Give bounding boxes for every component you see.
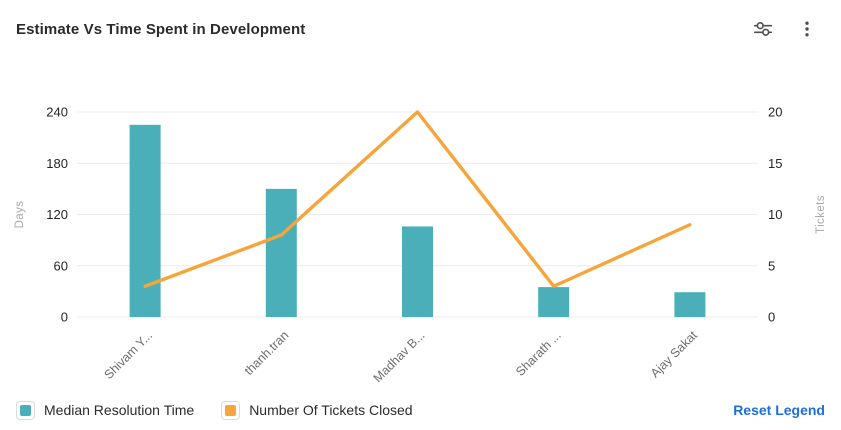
left-axis-tick-label: 0 — [61, 310, 68, 325]
right-axis-tick-label: 15 — [768, 156, 782, 171]
kebab-menu-button[interactable] — [795, 17, 819, 41]
x-axis-label-2: Madhav B... — [371, 328, 428, 385]
right-axis-tick-label: 20 — [768, 105, 782, 120]
tickets-closed-line[interactable] — [143, 110, 692, 288]
chart-title: Estimate Vs Time Spent in Development — [16, 20, 306, 38]
legend-marker-box — [16, 400, 35, 420]
bar-sharath[interactable] — [538, 287, 570, 317]
right-axis-title: Tickets — [815, 195, 827, 234]
filter-sliders-button[interactable] — [751, 17, 775, 41]
bar-series-swatch — [20, 404, 31, 416]
left-axis-tick-label: 240 — [46, 105, 68, 120]
x-axis-label-1: thanh.tran — [242, 328, 292, 378]
bar-madhav-b[interactable] — [402, 226, 433, 317]
left-axis-tick-label: 60 — [54, 258, 68, 273]
kebab-menu-icon — [805, 21, 809, 37]
bar-thanh-tran[interactable] — [265, 188, 297, 317]
x-axis-label-3: Sharath ... — [513, 328, 564, 379]
card-header: Estimate Vs Time Spent in Development — [0, 0, 841, 58]
sliders-icon — [753, 22, 773, 36]
legend-item-number-of-tickets-closed[interactable]: Number Of Tickets Closed — [221, 400, 413, 420]
x-axis-label-4: Ajay Sakat — [648, 328, 701, 381]
legend-items: Median Resolution Time Number Of Tickets… — [16, 400, 413, 420]
bar-shivam-y[interactable] — [129, 124, 161, 317]
legend-label: Median Resolution Time — [44, 402, 195, 418]
left-axis-title: Days — [14, 201, 26, 229]
left-axis-tick-label: 120 — [46, 207, 68, 222]
legend-row: Median Resolution Time Number Of Tickets… — [16, 397, 825, 423]
legend-label: Number Of Tickets Closed — [249, 402, 413, 418]
right-axis-tick-label: 0 — [768, 310, 775, 325]
reset-legend-link[interactable]: Reset Legend — [733, 402, 825, 418]
header-actions — [751, 17, 819, 41]
right-axis-tick-label: 10 — [768, 207, 782, 222]
x-axis-label-0: Shivam Y... — [101, 328, 155, 382]
bar-ajay-sakat[interactable] — [674, 292, 706, 317]
right-axis-tick-label: 5 — [768, 258, 775, 273]
legend-item-median-resolution-time[interactable]: Median Resolution Time — [16, 400, 195, 420]
legend-marker-box — [221, 400, 241, 420]
left-axis-tick-label: 180 — [46, 156, 68, 171]
line-series-swatch — [225, 404, 237, 416]
